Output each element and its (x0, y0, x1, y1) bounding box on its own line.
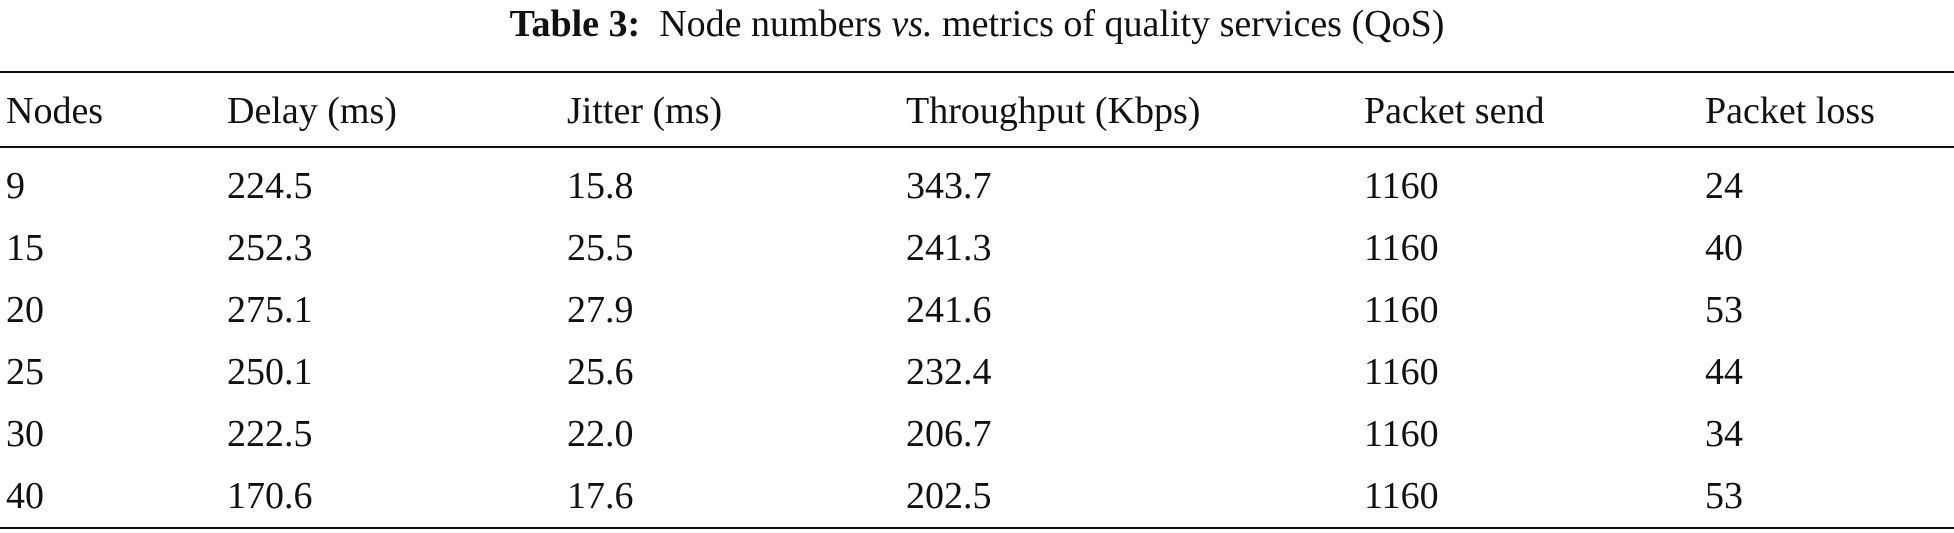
table-cell: 232.4 (906, 351, 992, 393)
table-cell: 202.5 (906, 475, 992, 517)
table-cell: 53 (1705, 289, 1743, 331)
table-cell: 1160 (1364, 413, 1439, 455)
header-cell: Packet send (1364, 90, 1545, 132)
table-cell: 1160 (1364, 351, 1439, 393)
table-cell: 241.3 (906, 227, 992, 269)
header-cell: Jitter (ms) (567, 90, 723, 132)
table-cell: 343.7 (906, 165, 992, 207)
header-rule (0, 146, 1954, 148)
table-cell: 20 (6, 289, 44, 331)
table-cell: 25.6 (567, 351, 634, 393)
table-cell: 34 (1705, 413, 1743, 455)
table-cell: 241.6 (906, 289, 992, 331)
table-cell: 25 (6, 351, 44, 393)
table-cell: 17.6 (567, 475, 634, 517)
caption-text: Node numbers (659, 3, 882, 45)
table-cell: 250.1 (227, 351, 313, 393)
table-cell: 252.3 (227, 227, 313, 269)
table-cell: 222.5 (227, 413, 313, 455)
table-cell: 25.5 (567, 227, 634, 269)
caption-emphasis: vs. (891, 3, 933, 45)
table-cell: 24 (1705, 165, 1743, 207)
table-cell: 22.0 (567, 413, 634, 455)
table-cell: 1160 (1364, 289, 1439, 331)
caption-text: metrics of quality services (QoS) (942, 3, 1445, 45)
bottom-rule (0, 527, 1954, 529)
header-cell: Packet loss (1705, 90, 1875, 132)
table-cell: 40 (1705, 227, 1743, 269)
caption-label: Table 3: (509, 3, 641, 45)
table-cell: 224.5 (227, 165, 313, 207)
table-cell: 53 (1705, 475, 1743, 517)
table-cell: 15.8 (567, 165, 634, 207)
table-cell: 1160 (1364, 227, 1439, 269)
table-cell: 206.7 (906, 413, 992, 455)
header-cell: Nodes (6, 90, 104, 132)
table-cell: 15 (6, 227, 44, 269)
table-cell: 40 (6, 475, 44, 517)
table-cell: 30 (6, 413, 44, 455)
top-rule (0, 71, 1954, 73)
table-cell: 27.9 (567, 289, 634, 331)
table-cell: 1160 (1364, 475, 1439, 517)
table-cell: 9 (6, 165, 25, 207)
table-cell: 1160 (1364, 165, 1439, 207)
table-cell: 44 (1705, 351, 1743, 393)
table-cell: 170.6 (227, 475, 313, 517)
header-cell: Throughput (Kbps) (906, 90, 1201, 132)
table-caption: Table 3: Node numbers vs. metrics of qua… (0, 2, 1954, 46)
table-cell: 275.1 (227, 289, 313, 331)
header-cell: Delay (ms) (227, 90, 397, 132)
